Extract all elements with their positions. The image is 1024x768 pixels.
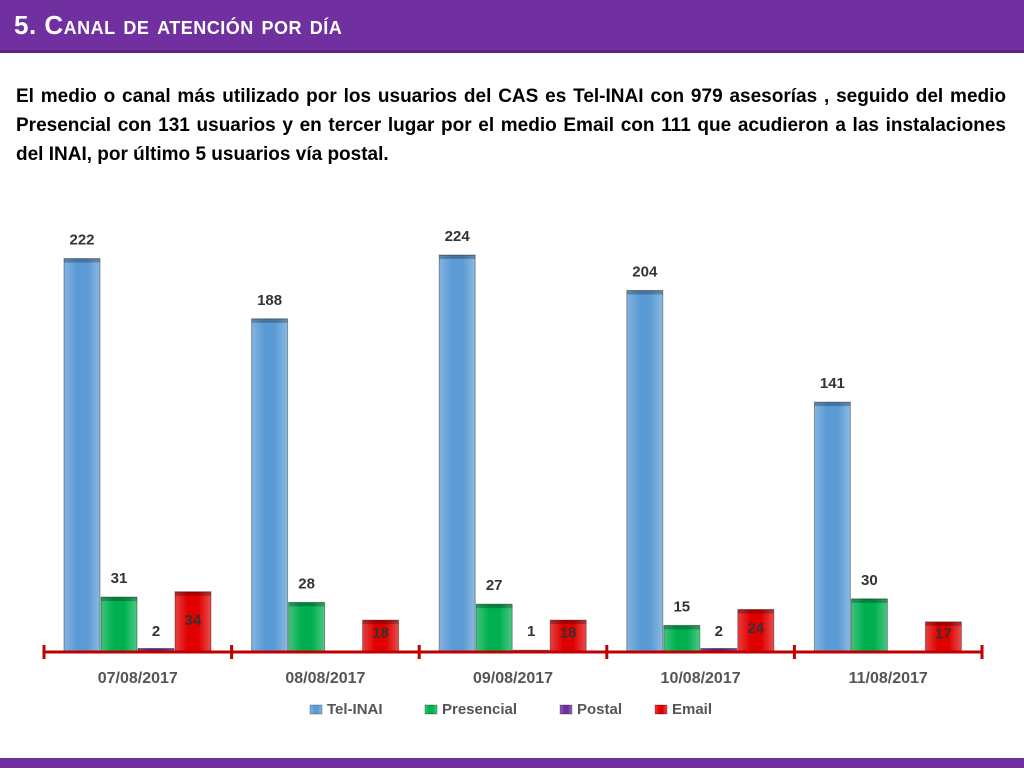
summary-paragraph: El medio o canal más utilizado por los u… — [16, 86, 1006, 165]
data-label-presencial-5: 30 — [861, 572, 878, 589]
legend-label-tel-inai: Tel-INAI — [327, 701, 383, 718]
data-label-presencial-3: 27 — [486, 577, 503, 594]
data-label-postal-1: 2 — [152, 623, 160, 640]
x-tick-label-3: 09/08/2017 — [473, 670, 553, 687]
data-label-tel-inai-2: 188 — [257, 292, 282, 309]
bar-cap-postal-4 — [700, 648, 737, 652]
legend-swatch-postal — [559, 704, 573, 715]
bar-email-1 — [174, 591, 212, 653]
legend-swatch-presencial — [424, 704, 438, 715]
data-label-presencial-4: 15 — [673, 598, 690, 615]
legend-swatch-tel-inai — [309, 704, 323, 715]
bar-presencial-1 — [100, 596, 138, 653]
data-label-email-3: 18 — [560, 625, 577, 642]
chart-area: 222 31 2 34 188 28 18 224 27 1 18 204 15 2 24 141 30 17 07… — [0, 210, 1024, 735]
legend-swatch-email — [654, 704, 668, 715]
x-tick-label-1: 07/08/2017 — [98, 670, 178, 687]
data-label-email-4: 24 — [747, 620, 764, 637]
bar-tel-inai-5 — [813, 401, 851, 653]
x-tick-label-2: 08/08/2017 — [285, 670, 365, 687]
bar-cap-tel-inai-4 — [626, 290, 663, 295]
data-label-email-2: 18 — [372, 625, 389, 642]
legend-label-presencial: Presencial — [442, 701, 517, 718]
bar-cap-tel-inai-3 — [439, 255, 476, 259]
bar-cap-presencial-2 — [288, 602, 325, 607]
footer-bar — [0, 758, 1024, 768]
data-label-tel-inai-5: 141 — [820, 375, 845, 392]
bar-cap-postal-1 — [138, 648, 174, 652]
legend-label-email: Email — [672, 701, 712, 718]
bar-tel-inai-4 — [626, 289, 664, 653]
bar-tel-inai-1 — [63, 258, 101, 653]
bar-cap-presencial-5 — [851, 598, 888, 603]
bar-cap-email-4 — [737, 609, 774, 614]
bar-cap-email-2 — [362, 620, 399, 625]
bar-cap-presencial-4 — [663, 625, 700, 630]
x-tick-label-4: 10/08/2017 — [661, 670, 741, 687]
bar-email-3 — [549, 619, 587, 653]
bar-email-5 — [924, 621, 962, 653]
data-label-tel-inai-3: 224 — [445, 228, 471, 245]
slide-title: 5. Canal de atención por día — [14, 10, 343, 40]
data-label-tel-inai-1: 222 — [69, 232, 94, 249]
bar-cap-email-5 — [925, 621, 962, 626]
bar-cap-tel-inai-5 — [814, 402, 851, 407]
bar-tel-inai-3 — [438, 254, 476, 653]
legend-label-postal: Postal — [577, 701, 622, 718]
data-label-postal-3: 1 — [527, 623, 535, 640]
data-label-tel-inai-4: 204 — [632, 263, 658, 280]
bar-cap-tel-inai-1 — [64, 258, 100, 263]
data-label-email-1: 34 — [185, 612, 202, 629]
header-bar: 5. Canal de atención por día — [0, 0, 1024, 53]
bar-cap-presencial-1 — [101, 597, 137, 602]
bar-presencial-2 — [288, 601, 326, 653]
bar-cap-presencial-3 — [476, 604, 513, 609]
bar-cap-email-3 — [550, 620, 587, 625]
bar-cap-email-1 — [175, 591, 211, 596]
bar-email-4 — [737, 608, 775, 653]
bar-presencial-5 — [850, 598, 888, 653]
bar-tel-inai-2 — [251, 318, 289, 653]
bar-presencial-3 — [475, 603, 513, 653]
data-label-presencial-2: 28 — [298, 575, 315, 592]
data-label-presencial-1: 31 — [111, 570, 128, 587]
data-label-email-5: 17 — [935, 625, 952, 642]
bar-email-2 — [362, 619, 400, 653]
data-label-postal-4: 2 — [715, 623, 723, 640]
bar-cap-tel-inai-2 — [251, 318, 288, 323]
x-tick-label-5: 11/08/2017 — [849, 670, 928, 687]
